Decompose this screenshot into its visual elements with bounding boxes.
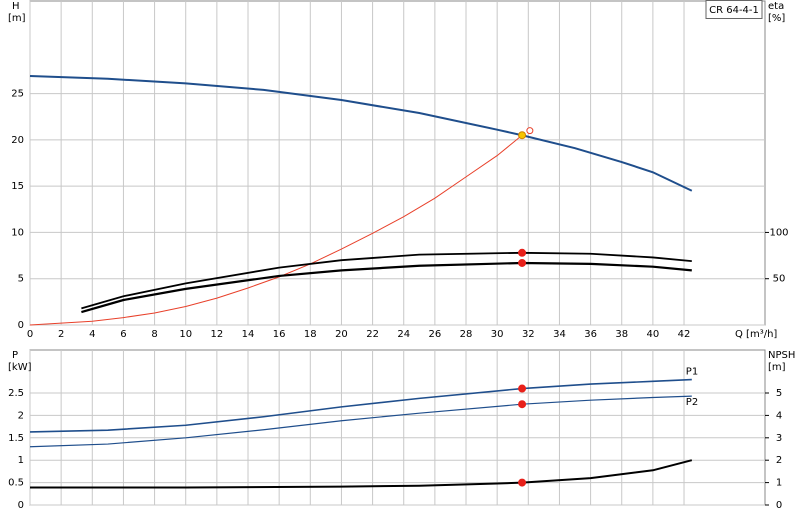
series-line [29, 74, 693, 192]
y2-axis-label: [m] [768, 362, 786, 373]
operating-point [518, 131, 527, 140]
y2-tick-label: 5 [776, 388, 782, 399]
y-tick-label: 0 [18, 500, 24, 511]
y-axis-label: [kW] [8, 362, 32, 373]
x-tick-label: 18 [304, 329, 317, 340]
x-tick-label: 42 [678, 329, 691, 340]
y2-tick-label: 100 [769, 227, 788, 238]
x-tick-label: 2 [58, 329, 64, 340]
operating-point [526, 127, 534, 135]
x-tick-label: 4 [89, 329, 95, 340]
y-tick-label: 2.5 [8, 388, 24, 399]
series-label: P2 [686, 397, 698, 408]
operating-point [518, 384, 527, 393]
x-tick-label: 8 [151, 329, 157, 340]
series-line [81, 251, 692, 310]
operating-point [518, 400, 527, 409]
x-tick-label: 34 [553, 329, 566, 340]
y-tick-label: 25 [11, 89, 24, 100]
title-box [705, 0, 763, 19]
x-tick-label: 14 [242, 329, 255, 340]
x-tick-label: 16 [273, 329, 286, 340]
x-tick-label: 28 [460, 329, 473, 340]
y2-axis-label: eta [768, 1, 784, 12]
y-tick-label: 15 [11, 181, 24, 192]
y2-tick-label: 2 [776, 455, 782, 466]
plot-area [29, 0, 766, 326]
y2-tick-label: 50 [773, 274, 786, 285]
y-tick-label: 2 [18, 410, 24, 421]
y2-axis-label: NPSH [768, 350, 795, 361]
y2-tick-label: 3 [776, 433, 782, 444]
x-tick-label: 30 [491, 329, 504, 340]
y-axis-label: P [12, 350, 18, 361]
x-tick-label: 6 [120, 329, 126, 340]
y2-axis-label: [%] [768, 13, 785, 24]
y-axis-label: H [12, 1, 20, 12]
series-line [29, 395, 692, 448]
y-tick-label: 10 [11, 227, 24, 238]
x-tick-label: 26 [429, 329, 442, 340]
x-tick-label: 0 [27, 329, 33, 340]
series-line [81, 261, 692, 314]
series-line [30, 459, 693, 489]
y-tick-label: 20 [11, 135, 24, 146]
chart-title: CR 64-4-1 [709, 5, 759, 16]
series-line [29, 134, 523, 326]
y-tick-label: 1 [18, 455, 24, 466]
x-tick-label: 32 [522, 329, 535, 340]
y2-tick-label: 0 [776, 500, 782, 511]
x-tick-label: 10 [179, 329, 192, 340]
x-tick-label: 38 [615, 329, 628, 340]
x-axis-label: Q [m³/h] [735, 329, 777, 340]
operating-point [518, 248, 527, 257]
x-tick-label: 12 [210, 329, 223, 340]
y-tick-label: 0.5 [8, 478, 24, 489]
x-tick-label: 20 [335, 329, 348, 340]
operating-point [518, 258, 527, 267]
series-line [29, 378, 692, 433]
y2-tick-label: 1 [776, 478, 782, 489]
y-axis-label: [m] [8, 13, 26, 24]
x-tick-label: 36 [584, 329, 597, 340]
x-tick-label: 24 [397, 329, 410, 340]
y-tick-label: 0 [18, 320, 24, 331]
series-label: P1 [686, 367, 698, 378]
operating-point [518, 478, 527, 487]
y-tick-label: 5 [18, 274, 24, 285]
x-tick-label: 40 [647, 329, 660, 340]
y-tick-label: 1.5 [8, 433, 24, 444]
y2-tick-label: 4 [776, 410, 782, 421]
x-tick-label: 22 [366, 329, 379, 340]
